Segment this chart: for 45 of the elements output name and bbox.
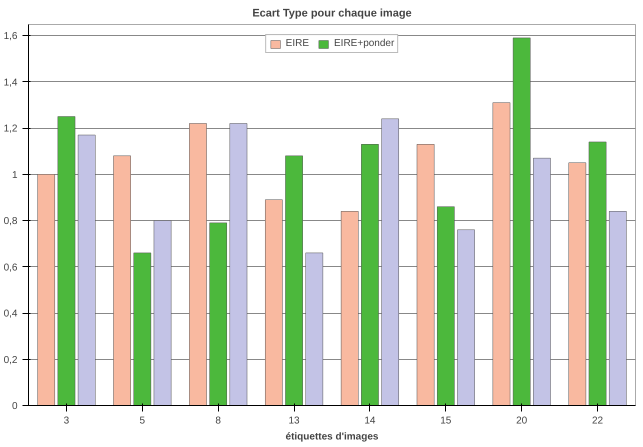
y-tick-label: 0,6 <box>4 262 18 274</box>
legend-label: EIRE+ponder <box>334 38 394 49</box>
bar <box>381 118 400 406</box>
bar <box>209 222 228 406</box>
bar <box>340 211 359 406</box>
y-tick-label: 0,4 <box>4 308 18 320</box>
x-tick-label: 8 <box>215 416 222 426</box>
bar <box>533 158 551 406</box>
bar <box>608 211 627 406</box>
bar <box>154 220 172 406</box>
x-tick-label: 20 <box>516 416 528 426</box>
x-axis-title: étiquettes d'images <box>286 432 379 442</box>
bar <box>305 252 324 406</box>
bar <box>436 206 455 406</box>
bar <box>457 230 475 406</box>
x-tick-label: 14 <box>364 416 376 426</box>
bar <box>78 134 96 406</box>
y-tick-label: 0,8 <box>4 216 18 228</box>
bar <box>264 199 283 406</box>
bar <box>588 142 606 406</box>
bar <box>285 156 303 406</box>
chart-title: Ecart Type pour chaque image <box>252 8 412 20</box>
bar <box>230 123 248 406</box>
bar <box>133 252 152 406</box>
bar <box>568 162 586 406</box>
y-tick-label: 1,6 <box>4 31 18 42</box>
bar <box>58 116 76 406</box>
y-tick-label: 0,2 <box>4 354 18 366</box>
x-tick-label: 3 <box>64 416 70 426</box>
x-tick-label: 13 <box>288 416 300 426</box>
bar <box>512 38 531 406</box>
x-tick-label: 15 <box>440 416 452 426</box>
y-tick-label: 0 <box>12 401 18 412</box>
x-tick-label: 22 <box>592 416 604 426</box>
bar <box>492 102 510 406</box>
bar <box>416 144 434 406</box>
y-tick-label: 1,4 <box>4 77 18 88</box>
bar <box>113 156 131 406</box>
bar <box>189 123 207 406</box>
x-tick-label: 5 <box>140 416 146 426</box>
y-tick-label: 1,2 <box>4 124 18 135</box>
bar <box>361 144 379 406</box>
legend-label: EIRE <box>286 38 310 49</box>
y-tick-label: 1 <box>12 170 18 181</box>
bar <box>37 174 56 406</box>
